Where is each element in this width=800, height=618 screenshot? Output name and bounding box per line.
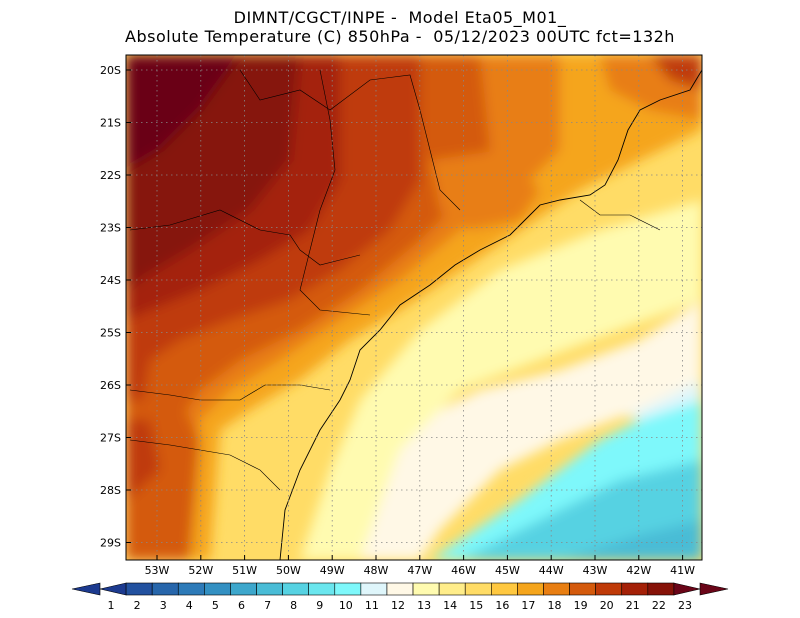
colorbar-swatch bbox=[491, 582, 518, 596]
lon-label: 43W bbox=[583, 564, 608, 577]
state-border-3 bbox=[129, 384, 331, 401]
lon-label: 45W bbox=[495, 564, 520, 577]
colorbar-swatch bbox=[621, 582, 649, 596]
state-border-5 bbox=[239, 69, 461, 211]
lon-label: 52W bbox=[188, 564, 213, 577]
colorbar-label: 9 bbox=[316, 599, 323, 612]
lat-label: 27S bbox=[100, 432, 121, 445]
colorbar-arrow-left-ext bbox=[71, 582, 101, 596]
colorbar-label: 15 bbox=[469, 599, 483, 612]
colorbar-swatch bbox=[595, 582, 623, 596]
colorbar-label: 18 bbox=[548, 599, 562, 612]
lon-label: 49W bbox=[320, 564, 345, 577]
colorbar-label: 17 bbox=[521, 599, 535, 612]
colorbar-swatch bbox=[151, 582, 179, 596]
colorbar-label: 10 bbox=[339, 599, 353, 612]
state-border-6 bbox=[579, 199, 661, 231]
colorbar-swatch bbox=[464, 582, 492, 596]
colorbar-label: 19 bbox=[574, 599, 588, 612]
colorbar-swatch bbox=[569, 582, 596, 596]
colorbar-label: 3 bbox=[160, 599, 167, 612]
latitude-axis: 20S 21S 22S 23S 24S 25S 26S 27S 28S 29S bbox=[100, 64, 131, 550]
colorbar-swatch bbox=[386, 582, 414, 596]
colorbar-label: 12 bbox=[391, 599, 405, 612]
colorbar-swatch bbox=[412, 582, 440, 596]
field-southwest-20 bbox=[126, 420, 160, 500]
colorbar-arrow-right bbox=[673, 582, 701, 596]
colorbar-arrow-right-ext bbox=[699, 582, 729, 596]
state-border-2 bbox=[299, 69, 371, 316]
state-border-4 bbox=[129, 439, 281, 491]
colorbar-label: 4 bbox=[186, 599, 193, 612]
colorbar-swatch bbox=[204, 582, 231, 596]
lon-label: 41W bbox=[670, 564, 695, 577]
colorbar-label: 1 bbox=[108, 599, 115, 612]
plot-frame bbox=[125, 54, 703, 561]
colorbar-swatch bbox=[177, 582, 205, 596]
lon-label: 51W bbox=[232, 564, 257, 577]
colorbar-swatch bbox=[125, 582, 153, 596]
colorbar-label: 23 bbox=[678, 599, 692, 612]
lat-label: 23S bbox=[100, 222, 121, 235]
field-cool-7 bbox=[560, 520, 702, 560]
lon-label: 53W bbox=[145, 564, 170, 577]
map-title-line-1: DIMNT/CGCT/INPE - Model Eta05_M01_ bbox=[233, 8, 567, 27]
colorbar-label: 6 bbox=[238, 599, 245, 612]
colorbar-label: 22 bbox=[652, 599, 666, 612]
field-coast-18 bbox=[430, 150, 540, 230]
coastline bbox=[279, 69, 702, 560]
lon-label: 47W bbox=[407, 564, 432, 577]
lon-label: 42W bbox=[626, 564, 651, 577]
colorbar-label: 16 bbox=[495, 599, 509, 612]
colorbar-label: 21 bbox=[626, 599, 640, 612]
field-red-23 bbox=[126, 55, 240, 170]
temperature-field bbox=[126, 55, 702, 560]
colorbar-label: 5 bbox=[212, 599, 219, 612]
lat-label: 21S bbox=[100, 117, 121, 130]
lat-label: 28S bbox=[100, 484, 121, 497]
colorbar-swatch bbox=[230, 582, 257, 596]
colorbar-label: 20 bbox=[600, 599, 614, 612]
colorbar-label: 7 bbox=[264, 599, 271, 612]
field-cream-12 bbox=[330, 300, 702, 560]
grid-lines bbox=[126, 55, 702, 560]
colorbar-arrow-left bbox=[99, 582, 127, 596]
field-northeast-20 bbox=[650, 55, 702, 90]
lat-label: 29S bbox=[100, 537, 121, 550]
colorbar-label: 11 bbox=[365, 599, 379, 612]
lat-label: 25S bbox=[100, 327, 121, 340]
lon-label: 44W bbox=[539, 564, 564, 577]
colorbar-swatch bbox=[543, 582, 570, 596]
colorbar-label: 13 bbox=[417, 599, 431, 612]
colorbar: 1 2 3 4 5 6 7 8 9 10 11 12 13 14 15 16 17 18 19 20 21 22 23 bbox=[71, 582, 729, 612]
colorbar-swatch bbox=[282, 582, 309, 596]
lat-label: 22S bbox=[100, 169, 121, 182]
lon-label: 46W bbox=[451, 564, 476, 577]
longitude-axis: 53W 52W 51W 50W 49W 48W 47W 46W 45W 44W 43W 42W 41W bbox=[145, 555, 695, 577]
colorbar-swatch bbox=[360, 582, 388, 596]
colorbar-swatch bbox=[334, 582, 362, 596]
field-yellow-13 bbox=[300, 200, 702, 560]
colorbar-swatch bbox=[517, 582, 544, 596]
lat-label: 20S bbox=[100, 64, 121, 77]
state-border-1 bbox=[129, 209, 361, 266]
colorbar-swatch bbox=[256, 582, 283, 596]
colorbar-label: 8 bbox=[290, 599, 297, 612]
colorbar-swatch bbox=[438, 582, 466, 596]
lat-label: 24S bbox=[100, 274, 121, 287]
colorbar-label: 14 bbox=[443, 599, 457, 612]
colorbar-label: 2 bbox=[134, 599, 141, 612]
colorbar-swatch bbox=[308, 582, 336, 596]
colorbar-swatch bbox=[647, 582, 675, 596]
map-title-line-2: Absolute Temperature (C) 850hPa - 05/12/… bbox=[125, 27, 675, 46]
lat-label: 26S bbox=[100, 379, 121, 392]
lon-label: 50W bbox=[276, 564, 301, 577]
lon-label: 48W bbox=[364, 564, 389, 577]
